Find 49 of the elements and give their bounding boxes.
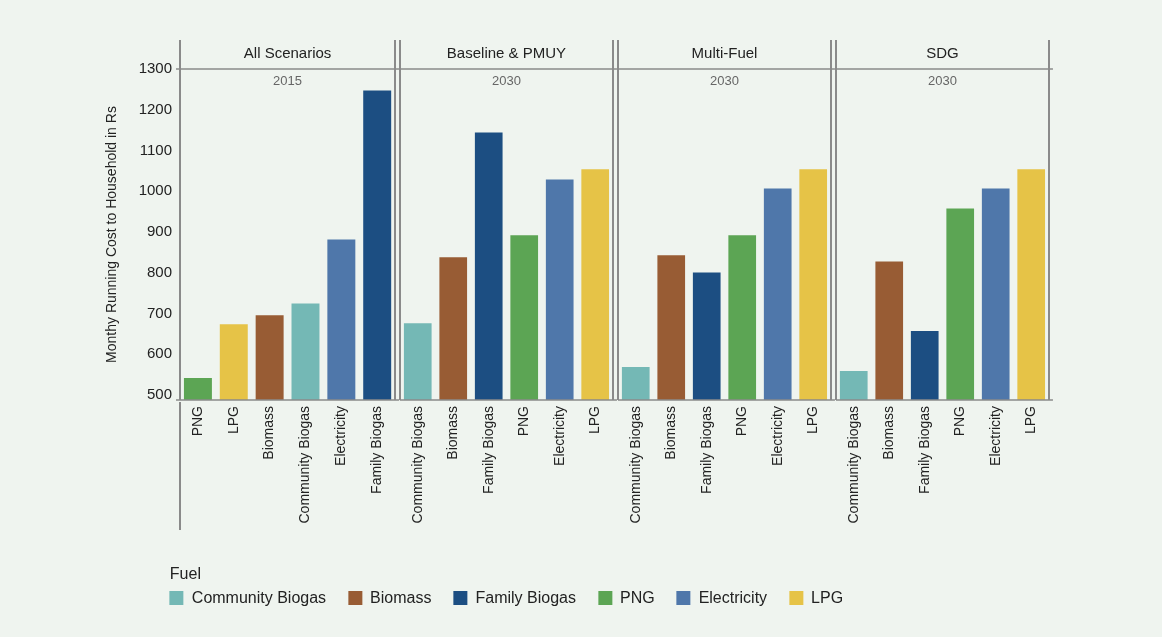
x-tick-label: Electricity [768,406,785,466]
chart-title: Multi-Fuel [691,44,758,62]
x-tick-label: Biomass [260,406,277,460]
x-tick-label: LPG [224,406,241,435]
y-tick-label: 1000 [138,181,172,199]
x-tick-label: Community Biogas [296,406,313,524]
legend-label: Community Biogas [191,589,327,607]
y-tick-label: 600 [146,344,172,362]
x-tick-label: Biomass [662,406,679,460]
legend-label: Electricity [698,589,768,607]
chart-title: Baseline & PMUY [446,44,567,62]
x-tick-label: Family Biogas [479,406,496,494]
legend-label: LPG [811,589,844,607]
x-tick-label: PNG [951,406,968,437]
legend-title: Fuel [169,565,202,583]
x-tick-label: PNG [188,406,205,437]
x-tick-label: Electricity [332,406,349,466]
x-tick-label: LPG [804,406,821,435]
chart-subtitle: 2030 [710,72,739,88]
chart-subtitle: 2015 [273,72,303,88]
x-tick-label: Family Biogas [697,406,714,494]
y-tick-label: 800 [146,262,172,280]
x-tick-label: LPG [586,406,603,435]
y-axis-title: Monthy Running Cost to Household in Rs [103,106,120,363]
x-tick-label: LPG [1022,406,1039,435]
x-tick-label: Community Biogas [844,406,861,524]
chart-subtitle: 2030 [492,72,521,88]
y-tick-label: 700 [146,303,172,321]
legend-label: PNG [619,589,655,607]
y-tick-label: 900 [146,222,172,240]
x-tick-label: Electricity [550,406,567,466]
y-tick-label: 1300 [138,59,172,77]
x-tick-label: Biomass [444,406,461,460]
y-tick-label: 1200 [138,99,172,117]
x-tick-label: Electricity [986,406,1003,466]
chart-subtitle: 2030 [928,72,957,88]
x-tick-label: Family Biogas [368,406,385,494]
x-tick-label: Community Biogas [626,406,643,524]
chart-title: SDG [926,44,959,62]
legend-label: Family Biogas [475,589,576,607]
legend-label: Biomass [370,589,432,607]
x-tick-label: Biomass [880,406,897,460]
x-tick-label: PNG [733,406,750,437]
x-tick-label: Community Biogas [408,406,425,524]
y-tick-label: 1100 [139,140,172,158]
y-tick-label: 500 [146,385,172,403]
chart-title: All Scenarios [243,44,332,62]
x-tick-label: PNG [515,406,532,437]
x-tick-label: Family Biogas [915,406,932,494]
